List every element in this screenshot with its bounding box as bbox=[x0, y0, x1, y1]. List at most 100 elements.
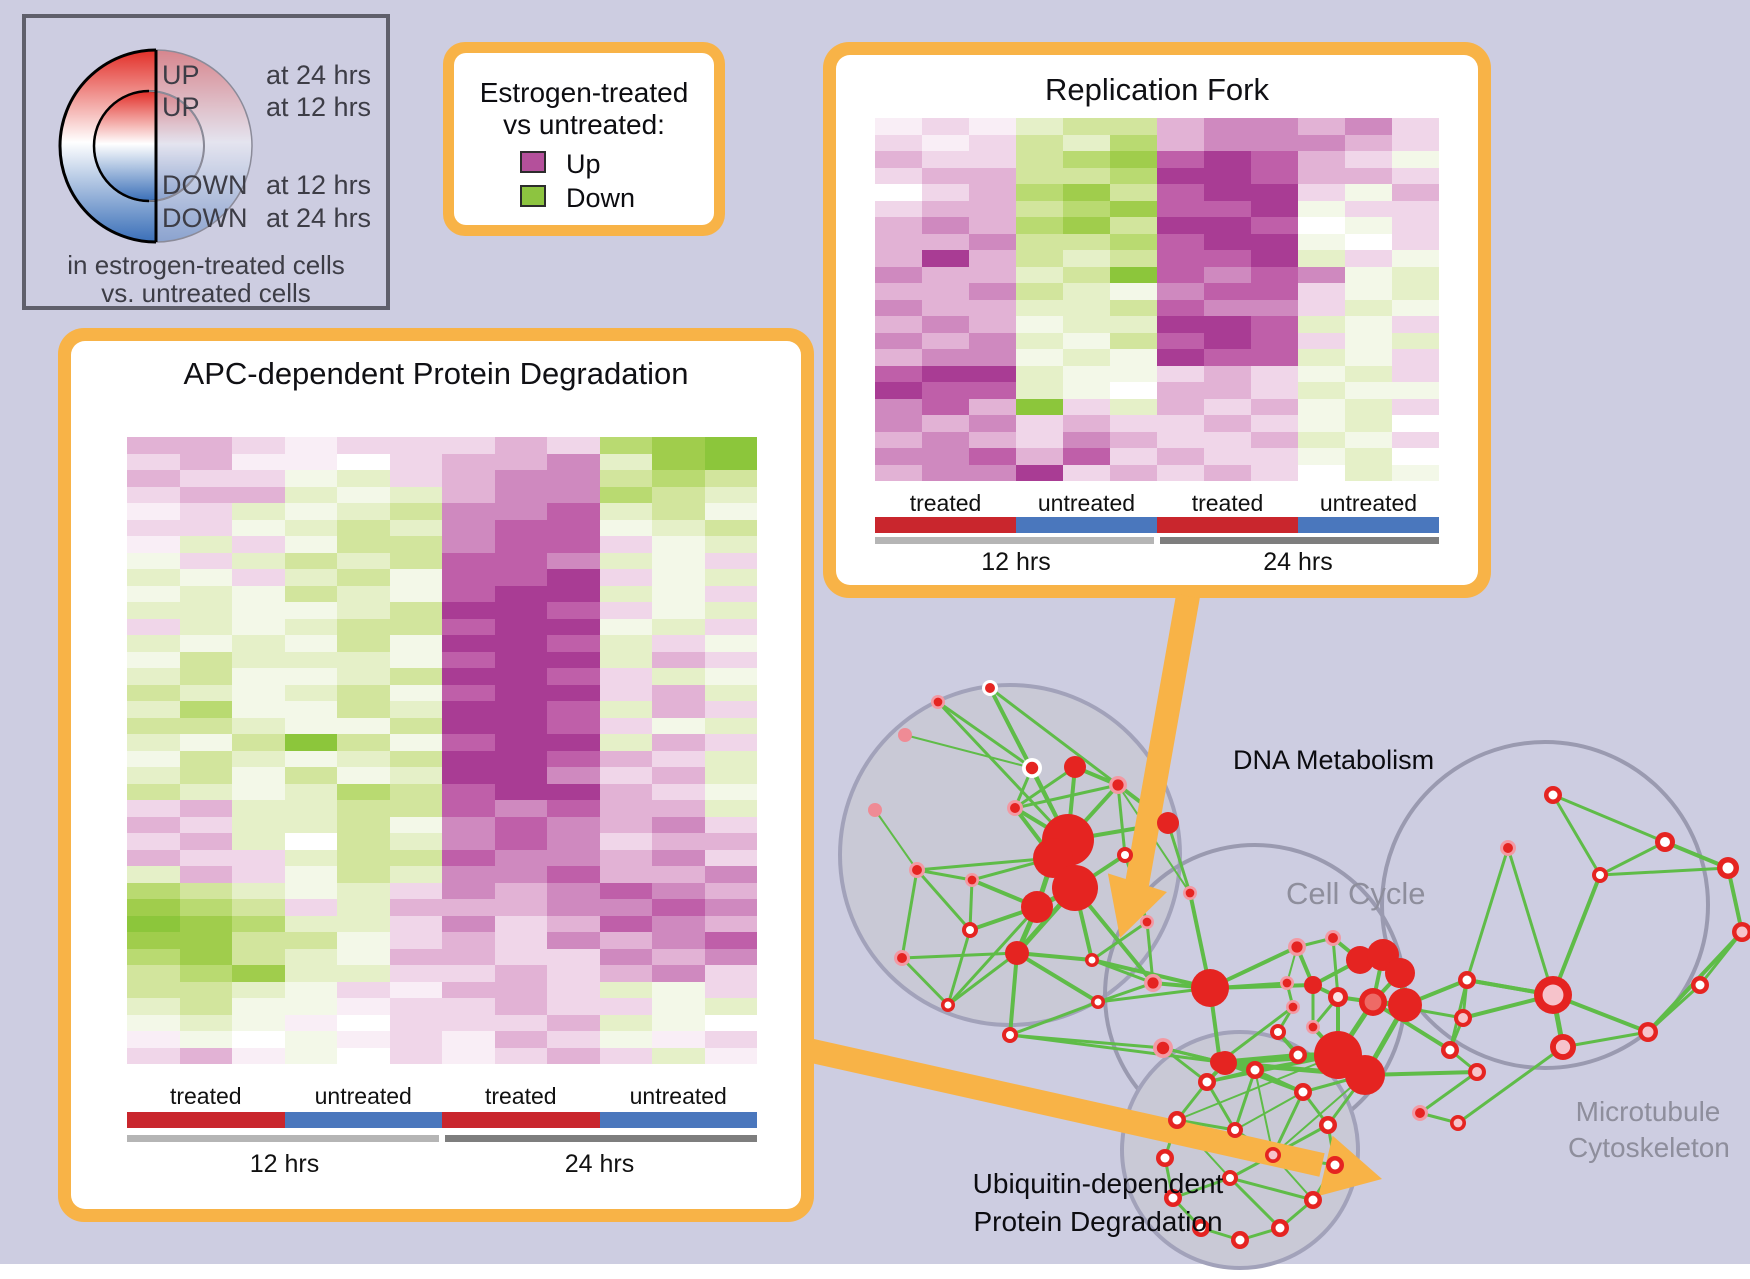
gene-set-node-core bbox=[1722, 862, 1734, 874]
heatmap-cell bbox=[599, 882, 652, 899]
heatmap-cell bbox=[704, 866, 757, 883]
gene-set-node-core bbox=[1288, 1002, 1298, 1012]
heatmap-cell bbox=[389, 866, 442, 883]
gene-set-node bbox=[1385, 958, 1415, 988]
heatmap-cell bbox=[875, 316, 922, 333]
heatmap-cell bbox=[442, 717, 495, 734]
heatmap-cell bbox=[1298, 184, 1345, 201]
heatmap-cell bbox=[922, 332, 969, 349]
heatmap-cell bbox=[704, 536, 757, 553]
heatmap-cell bbox=[127, 734, 180, 751]
heatmap-cell bbox=[969, 134, 1016, 151]
heatmap-cell bbox=[179, 750, 232, 767]
heatmap-cell bbox=[232, 1047, 285, 1064]
heatmap-cell bbox=[127, 915, 180, 932]
heatmap-cell bbox=[494, 684, 547, 701]
heatmap-cell bbox=[179, 965, 232, 982]
heatmap-cell bbox=[1204, 184, 1251, 201]
heatmap-cell bbox=[442, 585, 495, 602]
heatmap-cell bbox=[127, 569, 180, 586]
heatmap-cell bbox=[652, 866, 705, 883]
network-edge bbox=[1599, 840, 1666, 877]
gene-set-node-core bbox=[1472, 1067, 1482, 1077]
gene-set-node-core bbox=[1147, 977, 1159, 989]
heatmap-cell bbox=[922, 283, 969, 300]
heatmap-cell bbox=[652, 767, 705, 784]
heatmap-cell bbox=[1251, 217, 1298, 234]
heatmap-cell bbox=[442, 981, 495, 998]
heatmap-cell bbox=[547, 602, 600, 619]
heatmap-cell bbox=[337, 833, 390, 850]
heatmap-cell bbox=[1110, 299, 1157, 316]
heatmap-cell bbox=[599, 618, 652, 635]
network-edge bbox=[1172, 1176, 1231, 1200]
heatmap-cell bbox=[284, 717, 337, 734]
network-edge bbox=[1664, 840, 1729, 870]
heatmap-cell bbox=[652, 717, 705, 734]
heatmap-cell bbox=[599, 1031, 652, 1048]
gene-set-node bbox=[1191, 969, 1229, 1007]
heatmap-cell bbox=[1345, 184, 1392, 201]
updown-row-time: at 24 hrs bbox=[266, 203, 372, 233]
group-label-untreated: untreated bbox=[1037, 490, 1136, 516]
heatmap-cell bbox=[1063, 431, 1110, 448]
heatmap-cell bbox=[1063, 151, 1110, 168]
heatmap-cell bbox=[494, 816, 547, 833]
heatmap-cell bbox=[179, 767, 232, 784]
heatmap-cell bbox=[599, 602, 652, 619]
heatmap-cell bbox=[179, 882, 232, 899]
heatmap-cell bbox=[284, 437, 337, 454]
heatmap-cell bbox=[704, 1031, 757, 1048]
heatmap-cell bbox=[179, 585, 232, 602]
heatmap-cell bbox=[1392, 184, 1439, 201]
heatmap-cell bbox=[599, 684, 652, 701]
heatmap-cell bbox=[1016, 118, 1063, 135]
heatmap-cell bbox=[1345, 233, 1392, 250]
heatmap-cell bbox=[337, 651, 390, 668]
heatmap-cell bbox=[1251, 299, 1298, 316]
heatmap-cell bbox=[442, 750, 495, 767]
gene-set-node-core bbox=[1542, 984, 1564, 1006]
network-edge bbox=[1166, 822, 1192, 894]
heatmap-cell bbox=[875, 134, 922, 151]
time-bar bbox=[127, 1135, 439, 1142]
gene-set-node-core bbox=[985, 683, 995, 693]
gene-set-node-core bbox=[1156, 1041, 1170, 1055]
network-edge bbox=[1233, 1069, 1257, 1131]
heatmap-cell bbox=[337, 701, 390, 718]
heatmap-cell bbox=[127, 470, 180, 487]
heatmap-cell bbox=[1251, 250, 1298, 267]
heatmap-cell bbox=[652, 503, 705, 520]
heatmap-cell bbox=[284, 833, 337, 850]
heatmap-cell bbox=[969, 382, 1016, 399]
heatmap-cell bbox=[284, 486, 337, 503]
heatmap-cell bbox=[232, 668, 285, 685]
group-bar-treated bbox=[875, 517, 1016, 533]
heatmap-cell bbox=[232, 882, 285, 899]
heatmap-cell bbox=[494, 635, 547, 652]
heatmap-cell bbox=[875, 365, 922, 382]
updown-footer-line2: vs. untreated cells bbox=[101, 278, 311, 308]
heatmap-cell bbox=[1251, 134, 1298, 151]
heatmap-cell bbox=[179, 948, 232, 965]
heatmap-cell bbox=[494, 750, 547, 767]
gene-set-node-core bbox=[1308, 1195, 1318, 1205]
heatmap-cell bbox=[389, 965, 442, 982]
heatmap-cell bbox=[127, 866, 180, 883]
heatmap-cell bbox=[284, 1047, 337, 1064]
gene-set-node-core bbox=[944, 1001, 952, 1009]
heatmap-cell bbox=[442, 684, 495, 701]
network-edge bbox=[1097, 981, 1154, 1004]
heatmap-cell bbox=[1110, 382, 1157, 399]
heatmap-cell bbox=[284, 816, 337, 833]
heatmap-cell bbox=[494, 965, 547, 982]
heatmap-cell bbox=[494, 453, 547, 470]
heatmap-cell bbox=[442, 569, 495, 586]
heatmap-cell bbox=[1345, 266, 1392, 283]
heatmap-cell bbox=[1063, 349, 1110, 366]
gene-set-node-core bbox=[1088, 956, 1096, 964]
heatmap-cell bbox=[1204, 250, 1251, 267]
heatmap-cell bbox=[1157, 134, 1204, 151]
gene-set-node-core bbox=[1112, 779, 1124, 791]
network-edge bbox=[968, 879, 974, 931]
